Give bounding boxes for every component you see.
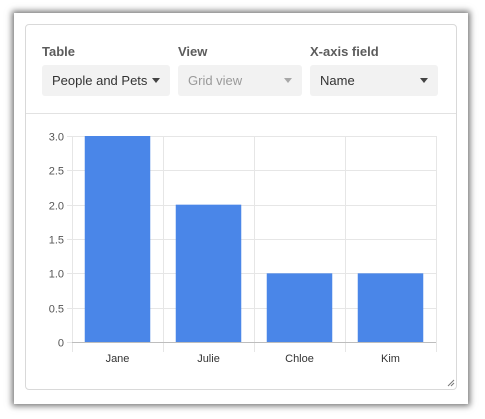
view-select[interactable]: Grid view <box>178 65 302 96</box>
bar <box>266 273 333 342</box>
bar <box>175 204 242 342</box>
chart-block-card: Table People and Pets View Grid view X-a… <box>25 24 457 390</box>
table-label: Table <box>42 44 75 59</box>
view-label: View <box>178 44 208 59</box>
xaxis-field-select[interactable]: Name <box>310 65 438 96</box>
x-tick-label: Jane <box>106 353 130 365</box>
bar-chart: 0 0.5 1.0 1.5 2.0 2.5 3.0 Jane Julie Chloe Kim <box>26 114 456 388</box>
y-tick-label: 1.0 <box>49 269 64 281</box>
y-tick-label: 0.5 <box>49 304 64 316</box>
view-select-value: Grid view <box>188 73 243 88</box>
chart-settings-bar: Table People and Pets View Grid view X-a… <box>26 25 456 114</box>
axes: 0 0.5 1.0 1.5 2.0 2.5 3.0 Jane Julie Chloe Kim <box>49 132 436 365</box>
chevron-down-icon <box>284 78 292 83</box>
y-tick-label: 0 <box>58 338 64 350</box>
bar <box>84 136 151 342</box>
table-select-value: People and Pets <box>52 73 148 88</box>
y-tick-label: 2.5 <box>49 166 64 178</box>
x-tick-label: Chloe <box>285 353 314 365</box>
bar-chart-svg: 0 0.5 1.0 1.5 2.0 2.5 3.0 Jane Julie Chloe Kim <box>49 132 437 365</box>
xaxis-field-label: X-axis field <box>310 44 379 59</box>
xaxis-field-select-value: Name <box>320 73 355 88</box>
bars <box>84 136 424 342</box>
table-select[interactable]: People and Pets <box>42 65 170 96</box>
bar <box>357 273 424 342</box>
y-tick-label: 3.0 <box>49 132 64 144</box>
y-tick-label: 2.0 <box>49 201 64 213</box>
y-tick-label: 1.5 <box>49 235 64 247</box>
x-tick-label: Julie <box>197 353 220 365</box>
resize-grip-icon[interactable] <box>447 379 455 387</box>
x-tick-label: Kim <box>381 353 400 365</box>
chevron-down-icon <box>420 78 428 83</box>
chevron-down-icon <box>152 78 160 83</box>
